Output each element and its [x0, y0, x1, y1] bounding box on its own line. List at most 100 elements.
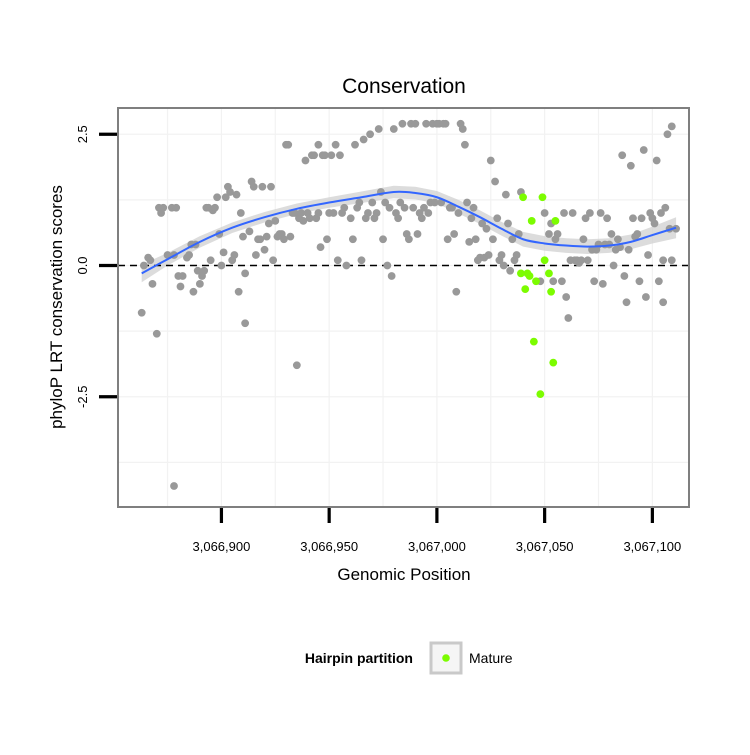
panel-border	[117, 107, 690, 508]
other-point	[430, 198, 439, 207]
other-point	[241, 269, 250, 278]
other-point	[258, 182, 267, 191]
other-point	[667, 122, 676, 131]
other-point	[549, 277, 558, 286]
other-point	[398, 119, 407, 128]
y-axis-label: phyloP LRT conservation scores	[47, 185, 66, 429]
other-point	[618, 151, 627, 160]
other-point	[217, 261, 226, 270]
other-point	[469, 203, 478, 212]
other-point	[448, 203, 456, 212]
other-point	[545, 230, 553, 238]
other-point	[497, 251, 506, 259]
other-point	[172, 203, 181, 212]
other-point	[404, 235, 413, 244]
other-point	[577, 256, 586, 265]
other-point	[206, 256, 215, 265]
other-point	[340, 203, 349, 212]
other-point	[467, 214, 476, 223]
other-point	[564, 314, 573, 322]
x-tick-label: 3,066,900	[193, 539, 251, 554]
other-point	[256, 235, 265, 244]
other-point	[540, 209, 549, 217]
other-point	[633, 230, 642, 238]
other-point	[622, 298, 631, 307]
legend-mature-label: Mature	[469, 650, 513, 666]
other-point	[236, 209, 245, 217]
mature-point	[519, 193, 527, 202]
panel-background	[118, 108, 689, 507]
other-point	[424, 209, 433, 217]
mature-point	[538, 193, 547, 202]
mature-point	[540, 256, 549, 265]
other-point	[355, 198, 364, 207]
other-point	[620, 272, 629, 280]
mature-point	[545, 269, 553, 278]
x-axis-label: Genomic Position	[337, 565, 470, 584]
other-point	[650, 219, 659, 228]
confidence-band	[141, 185, 677, 283]
other-point	[482, 224, 491, 233]
other-point	[230, 251, 239, 259]
other-point	[357, 256, 366, 265]
other-point	[189, 287, 198, 296]
mature-point	[532, 277, 540, 286]
other-point	[506, 266, 515, 275]
other-point	[657, 209, 665, 217]
other-point	[316, 243, 325, 252]
other-point	[213, 193, 222, 202]
other-point	[557, 277, 566, 286]
other-point	[148, 279, 157, 288]
other-point	[374, 125, 383, 133]
other-point	[417, 214, 426, 223]
other-point	[644, 251, 652, 259]
other-point	[301, 156, 310, 165]
other-point	[454, 209, 463, 217]
other-point	[176, 282, 185, 291]
x-tick-label: 3,066,950	[300, 539, 358, 554]
other-point	[478, 219, 487, 228]
other-point	[245, 227, 254, 236]
other-point	[413, 230, 422, 238]
other-point	[195, 279, 204, 288]
x-tick-label: 3,067,100	[623, 539, 681, 554]
other-point	[609, 261, 618, 270]
other-point	[461, 140, 469, 149]
mature-point	[551, 216, 560, 225]
other-point	[364, 209, 372, 217]
mature-point	[536, 390, 545, 399]
other-point	[260, 245, 269, 254]
other-point	[562, 293, 571, 301]
mature-point	[549, 358, 558, 367]
other-point	[221, 193, 230, 202]
other-point	[252, 251, 260, 259]
other-point	[607, 230, 616, 238]
mature-point	[547, 287, 555, 296]
other-point	[463, 198, 471, 207]
other-point	[342, 261, 351, 270]
other-point	[351, 140, 359, 149]
other-point	[372, 209, 381, 217]
other-point	[331, 140, 340, 149]
other-point	[409, 203, 418, 212]
mature-point	[529, 337, 538, 346]
other-point	[348, 235, 357, 244]
mature-point	[525, 272, 534, 280]
other-point	[383, 261, 392, 270]
other-point	[159, 203, 168, 212]
x-axis: 3,066,900 3,066,950 3,067,000 3,067,050 3,06…	[193, 508, 681, 554]
other-point	[394, 214, 403, 223]
other-point	[297, 209, 306, 217]
other-point	[280, 235, 288, 244]
x-tick-label: 3,067,050	[516, 539, 574, 554]
other-point	[310, 151, 318, 160]
other-point	[596, 209, 605, 217]
other-point	[271, 216, 280, 225]
other-point	[491, 177, 499, 186]
other-point	[163, 251, 172, 259]
other-point	[327, 151, 336, 160]
other-point	[346, 214, 355, 223]
other-point	[185, 251, 194, 259]
other-point	[590, 277, 599, 286]
